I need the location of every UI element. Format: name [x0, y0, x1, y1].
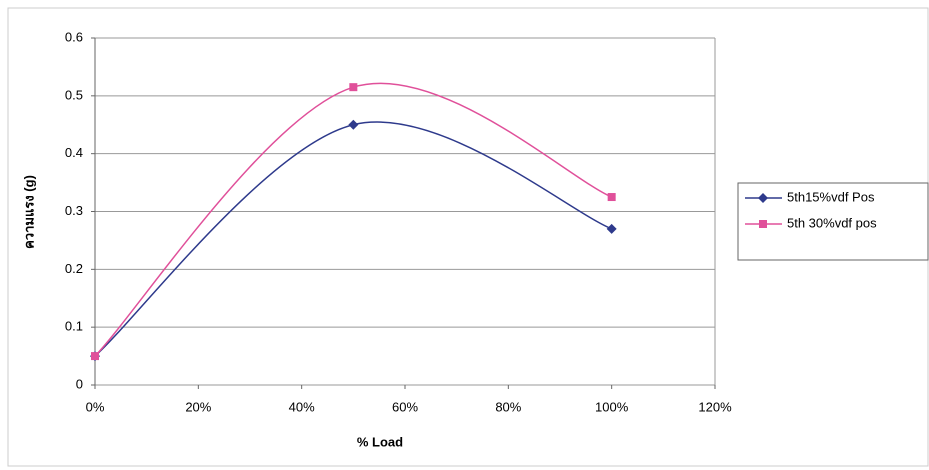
- y-tick-label: 0.3: [65, 203, 83, 218]
- marker: [607, 193, 616, 202]
- marker: [348, 119, 359, 130]
- x-axis-label: % Load: [357, 434, 403, 449]
- legend-box: [737, 182, 929, 261]
- x-tick-label: 120%: [698, 399, 732, 414]
- legend-label: 5th15%vdf Pos: [787, 189, 875, 204]
- y-tick-label: 0.6: [65, 29, 83, 44]
- y-tick-label: 0.2: [65, 261, 83, 276]
- x-tick-label: 60%: [392, 399, 418, 414]
- y-tick-label: 0.1: [65, 319, 83, 334]
- marker: [759, 220, 767, 228]
- x-tick-label: 100%: [595, 399, 629, 414]
- x-tick-label: 20%: [185, 399, 211, 414]
- marker: [349, 83, 358, 92]
- x-tick-label: 80%: [495, 399, 521, 414]
- marker: [91, 352, 99, 361]
- legend-label: 5th 30%vdf pos: [787, 215, 877, 230]
- x-tick-label: 0%: [86, 399, 105, 414]
- y-tick-label: 0: [76, 376, 83, 391]
- marker: [606, 223, 617, 234]
- x-tick-label: 40%: [289, 399, 315, 414]
- y-axis-label: ความแรง (g): [21, 175, 36, 249]
- y-tick-label: 0.5: [65, 87, 83, 102]
- marker: [758, 193, 768, 203]
- y-tick-label: 0.4: [65, 145, 83, 160]
